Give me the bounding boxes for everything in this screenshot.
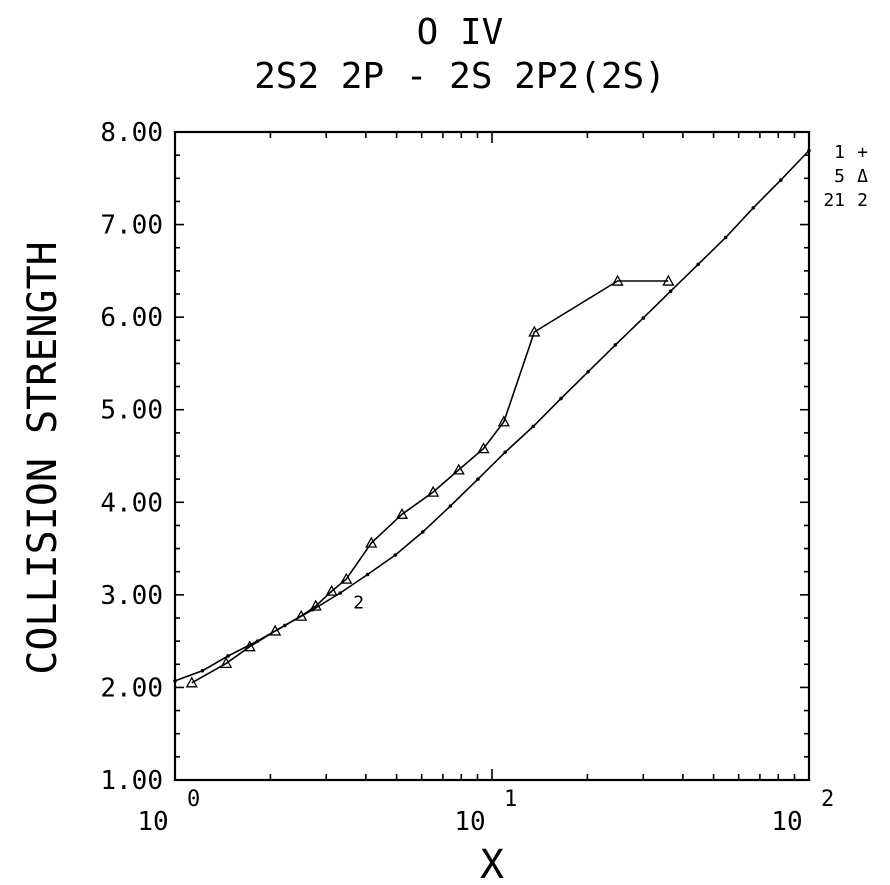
data-point-dot	[807, 148, 811, 153]
data-point-dot	[751, 206, 756, 210]
legend-entry-21-symbol: 2	[857, 190, 868, 211]
data-point-dot	[200, 668, 205, 673]
series-layer: 2	[173, 148, 811, 688]
data-point-dot	[696, 262, 700, 267]
data-point-triangle	[185, 676, 198, 688]
legend-entry-5-symbol: Δ	[857, 166, 868, 187]
y-tick-label: 7.00	[100, 211, 163, 241]
data-point-dot	[613, 343, 618, 347]
data-point-dot	[421, 530, 425, 534]
y-tick-label: 5.00	[100, 396, 163, 426]
data-point-triangle	[269, 624, 282, 636]
data-point-triangle	[325, 584, 338, 596]
series-line-21	[174, 149, 810, 682]
x-tick-label-exponent: 1	[504, 787, 517, 812]
data-point-triangle	[452, 463, 465, 475]
data-point-triangle	[340, 572, 353, 584]
legend-entry-1-id: 1	[834, 142, 845, 163]
data-point-dot	[338, 591, 343, 595]
data-point-triangle	[243, 640, 256, 652]
data-point-dot	[503, 450, 507, 455]
data-point-dot	[448, 504, 453, 508]
legend-entry-5-id: 5	[834, 166, 845, 187]
y-tick-label: 2.00	[100, 673, 163, 703]
inline-series-label: 2	[353, 593, 364, 614]
series-line-5	[191, 280, 669, 684]
data-point-triangle	[220, 657, 233, 669]
data-point-triangle	[477, 442, 490, 454]
data-point-dot	[393, 553, 397, 557]
y-axis-label: COLLISION STRENGTH	[20, 241, 66, 674]
data-point-triangle	[662, 274, 675, 286]
data-point-dot	[723, 235, 728, 240]
y-tick-label: 1.00	[100, 766, 163, 796]
data-point-dot	[641, 316, 646, 320]
y-tick-label: 8.00	[100, 118, 163, 148]
y-tick-label: 3.00	[100, 581, 163, 611]
data-point-triangle	[295, 609, 308, 621]
x-tick-label-exponent: 0	[187, 787, 200, 812]
legend: 1 + 5 Δ 21 2	[823, 142, 868, 211]
data-point-dot	[476, 477, 480, 481]
data-point-dot	[226, 654, 230, 658]
data-point-triangle	[528, 325, 541, 337]
x-tick-label-exponent: 2	[821, 787, 834, 812]
data-point-triangle	[309, 599, 322, 611]
data-point-dot	[531, 424, 536, 429]
data-point-dot	[586, 369, 590, 374]
data-point-triangle	[395, 507, 409, 519]
data-point-dot	[779, 178, 783, 182]
ticks-layer: 1.00 2.00 3.00 4.00 5.00 6.00 7.00 8.00 10 0 10 1 10…	[100, 118, 834, 837]
legend-entry-1-symbol: +	[857, 142, 868, 163]
data-point-triangle	[497, 415, 510, 427]
y-tick-label: 6.00	[100, 303, 163, 333]
data-point-triangle	[365, 536, 378, 548]
x-tick-label-base: 10	[137, 807, 168, 837]
x-tick-label-base: 10	[454, 807, 485, 837]
legend-entry-21-id: 21	[823, 190, 845, 211]
data-point-triangle	[611, 274, 624, 286]
data-point-dot	[559, 396, 563, 401]
chart-title: O IV	[417, 12, 504, 53]
data-point-dot	[668, 289, 673, 294]
data-point-triangle	[427, 485, 440, 497]
y-tick-label: 4.00	[100, 488, 163, 518]
data-point-dot	[365, 572, 370, 577]
data-point-dot	[173, 679, 177, 683]
x-tick-label-base: 10	[771, 807, 802, 837]
chart-subtitle: 2S2 2P - 2S 2P2(2S)	[254, 56, 666, 97]
plot-frame	[173, 130, 811, 782]
x-axis-label: X	[480, 842, 504, 885]
